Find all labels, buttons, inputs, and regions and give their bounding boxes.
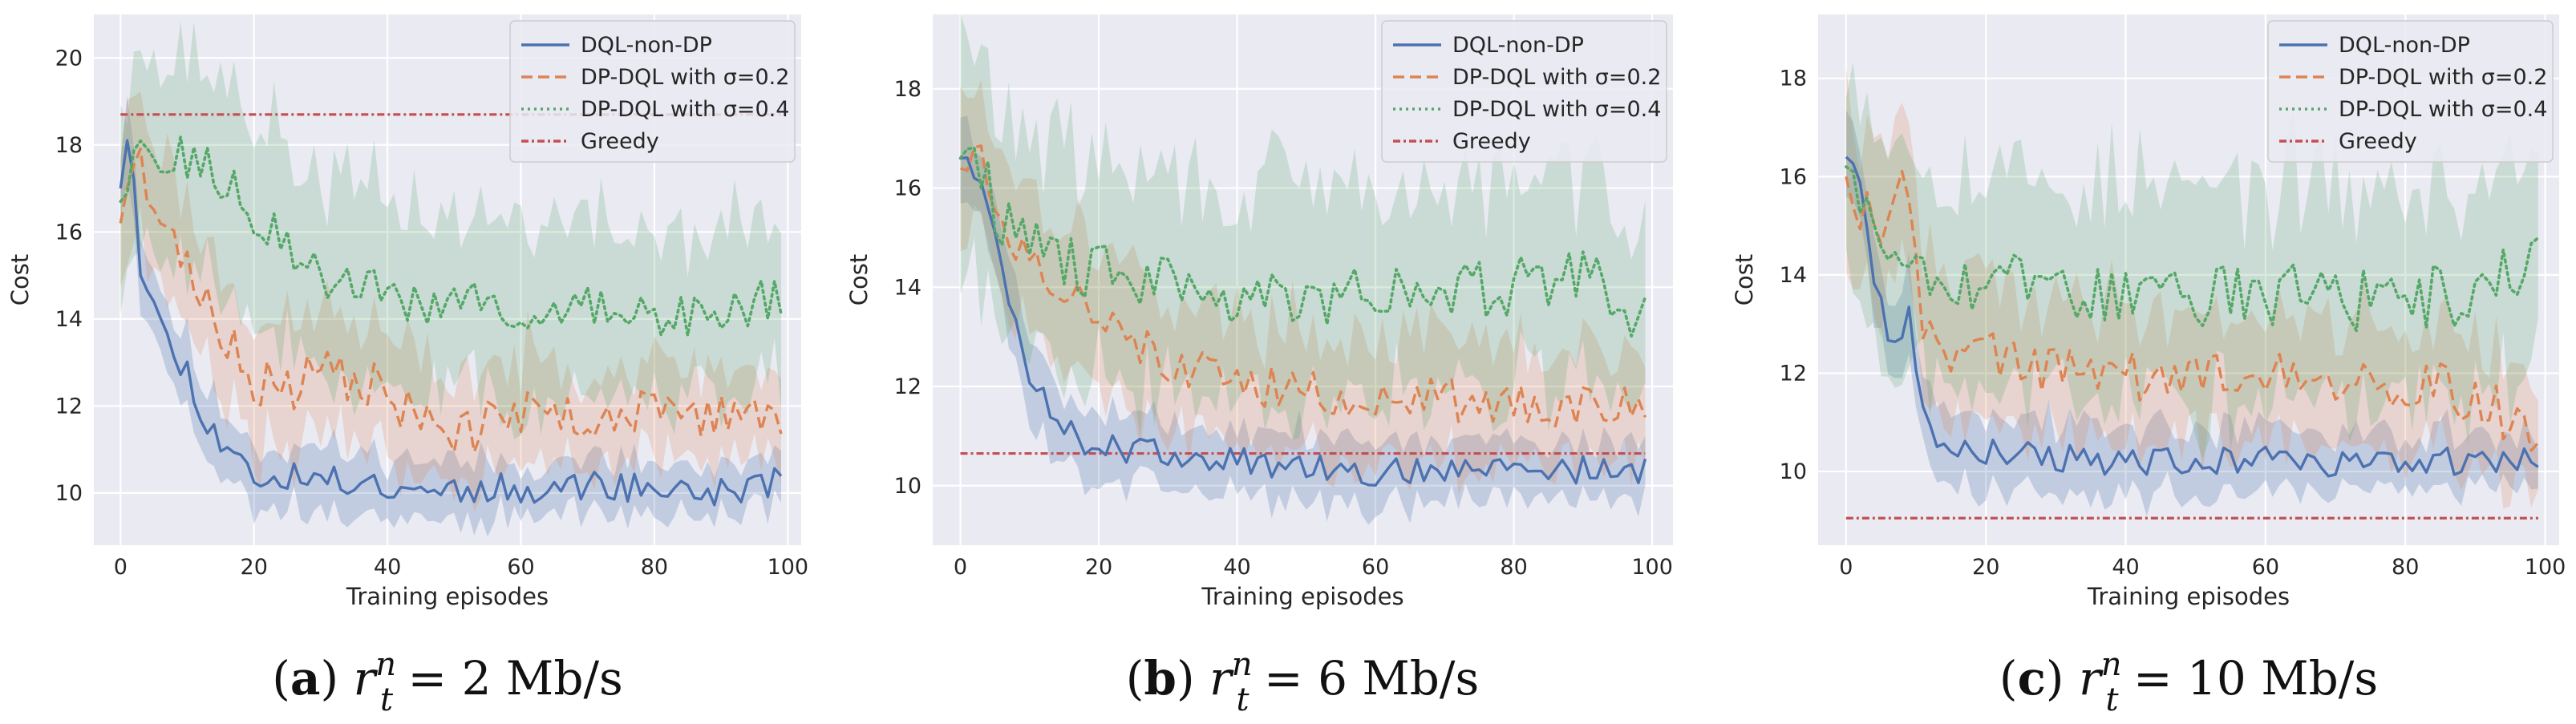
x-tick-label: 0 [114,555,128,580]
legend-label-greedy: Greedy [581,129,659,154]
x-axis-label: Training episodes [2087,583,2290,610]
confidence-band-dql-non-dp [1845,110,2538,516]
x-axis-label: Training episodes [346,583,549,610]
x-tick-label: 40 [374,555,401,580]
y-tick-label: 14 [55,307,83,332]
x-tick-label: 40 [1223,555,1250,580]
series-line-dp-dql-sigma-0-4 [119,135,783,338]
legend: DQL-non-DP DP-DQL with σ=0.2 DP-DQL with σ… [2267,20,2554,163]
series-line-dp-dql-sigma-0-2 [1845,169,2540,452]
series-line-dql-non-dp [960,156,1647,487]
confidence-band-dql-non-dp [120,95,782,537]
confidence-band-dp-dql-sigma-0-4 [120,21,782,439]
y-tick-label: 10 [894,474,921,499]
legend-label-dp-dql-sigma-0-4: DP-DQL with σ=0.4 [2339,97,2547,122]
y-tick-label: 20 [55,46,83,71]
x-tick-label: 80 [641,555,668,580]
y-tick-label: 16 [1780,164,1807,189]
y-tick-label: 18 [1780,67,1807,91]
legend-label-dp-dql-sigma-0-2: DP-DQL with σ=0.2 [2339,65,2547,90]
legend: DQL-non-DP DP-DQL with σ=0.2 DP-DQL with σ… [1381,20,1667,163]
series-line-dql-non-dp [119,139,783,507]
panel-caption: (c) rn t = 10 Mb/s [1999,646,2378,718]
legend-label-dp-dql-sigma-0-2: DP-DQL with σ=0.2 [581,65,789,90]
legend-label-greedy: Greedy [2339,129,2417,154]
x-tick-label: 0 [1839,555,1853,580]
y-axis-label: Cost [6,254,34,305]
y-tick-label: 12 [894,374,921,399]
confidence-band-dp-dql-sigma-0-2 [1845,66,2538,509]
legend-label-dp-dql-sigma-0-4: DP-DQL with σ=0.4 [581,97,789,122]
y-tick-label: 18 [55,133,83,158]
series-line-dp-dql-sigma-0-4 [958,146,1647,338]
legend-box [509,20,796,163]
series-line-dp-dql-sigma-0-4 [1845,165,2540,333]
y-tick-label: 14 [894,275,921,300]
y-tick-label: 16 [55,220,83,245]
x-axis-label: Training episodes [1201,583,1403,610]
series-layer [958,14,1647,525]
x-tick-label: 80 [1500,555,1527,580]
x-tick-label: 20 [241,555,268,580]
y-axis-label: Cost [1731,254,1758,305]
confidence-band-dp-dql-sigma-0-4 [960,14,1646,440]
legend-label-dql-non-dp: DQL-non-DP [581,33,712,58]
series-line-dp-dql-sigma-0-2 [959,144,1647,428]
series-line-dp-dql-sigma-0-2 [119,148,783,454]
confidence-band-dql-non-dp [960,115,1646,525]
x-tick-label: 0 [954,555,967,580]
x-tick-label: 100 [768,555,809,580]
confidence-band-dp-dql-sigma-0-2 [120,91,782,512]
confidence-band-dp-dql-sigma-0-4 [1845,62,2538,460]
x-tick-label: 80 [2392,555,2419,580]
legend-label-dql-non-dp: DQL-non-DP [1452,33,1584,58]
legend-label-dp-dql-sigma-0-2: DP-DQL with σ=0.2 [1452,65,1661,90]
panel-caption: (b) rn t = 6 Mb/s [1126,646,1480,718]
x-tick-label: 20 [1972,555,1999,580]
series-line-dql-non-dp [1845,156,2539,478]
y-tick-label: 18 [894,77,921,102]
x-tick-label: 60 [507,555,534,580]
x-tick-label: 40 [2112,555,2139,580]
legend-label-greedy: Greedy [1452,129,1531,154]
x-tick-label: 100 [1631,555,1673,580]
y-tick-label: 10 [55,481,83,506]
legend-label-dp-dql-sigma-0-4: DP-DQL with σ=0.4 [1452,97,1661,122]
confidence-band-dp-dql-sigma-0-2 [960,79,1646,495]
x-tick-label: 20 [1085,555,1112,580]
chart-panel-b: 0 20 40 60 80 100 10 12 14 16 18 Training episodes C… [845,14,1673,718]
y-tick-label: 12 [1780,361,1807,386]
chart-panel-a: 0 20 40 60 80 100 10 12 14 16 18 20 Training episode… [6,14,808,718]
legend-label-dql-non-dp: DQL-non-DP [2339,33,2470,58]
y-tick-label: 14 [1780,263,1807,288]
y-axis-label: Cost [845,254,873,305]
x-tick-label: 60 [1362,555,1389,580]
y-tick-label: 10 [1780,459,1807,484]
panel-caption: (a) rn t = 2 Mb/s [272,646,623,718]
x-tick-label: 100 [2525,555,2566,580]
legend: DQL-non-DP DP-DQL with σ=0.2 DP-DQL with σ… [509,20,796,163]
y-tick-label: 16 [894,176,921,201]
legend-box [1381,20,1667,163]
y-tick-label: 12 [55,394,83,419]
x-tick-label: 60 [2252,555,2279,580]
chart-panel-c: 0 20 40 60 80 100 10 12 14 16 18 Training episodes C… [1731,14,2566,718]
series-layer [1845,62,2540,520]
legend-box [2267,20,2554,163]
